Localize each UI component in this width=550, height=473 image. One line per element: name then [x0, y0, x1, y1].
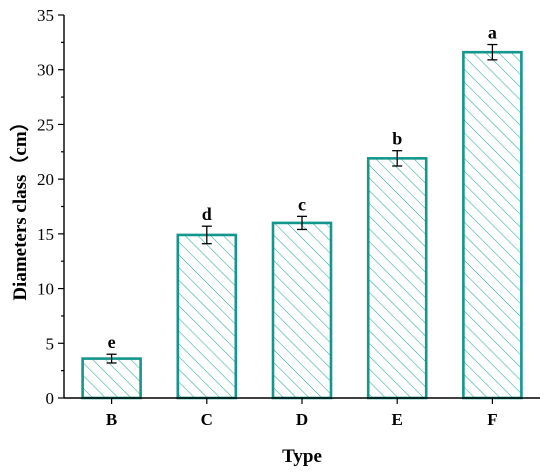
- bar-B: [81, 357, 142, 400]
- significance-letter-F: a: [488, 23, 497, 43]
- y-tick-label: 10: [37, 280, 54, 299]
- significance-letter-C: d: [202, 204, 212, 224]
- x-tick-label: F: [487, 410, 497, 429]
- error-bar-D: [297, 215, 307, 231]
- x-tick-label: C: [201, 410, 213, 429]
- error-bar-F: [487, 43, 498, 61]
- error-bar-C: [201, 225, 212, 245]
- bar-C: [176, 233, 238, 400]
- y-tick-label: 0: [46, 389, 55, 408]
- error-bar-B: [106, 353, 117, 364]
- bars-layer: e d c b a: [81, 23, 523, 400]
- bar-F: [462, 50, 523, 400]
- y-axis-title: Diameters class（cm）: [8, 112, 31, 300]
- bar-D: [271, 221, 333, 400]
- y-tick-label: 35: [37, 6, 54, 25]
- bar-E: [366, 157, 428, 400]
- ticks-layer: 0 5 10 15 20 25 30 35 B C D E F: [37, 6, 498, 429]
- x-axis-title: Type: [282, 446, 322, 467]
- significance-letter-B: e: [108, 332, 116, 352]
- x-tick-label: D: [296, 410, 308, 429]
- x-tick-label: E: [392, 410, 403, 429]
- error-bar-E: [392, 150, 403, 167]
- y-tick-label: 15: [37, 225, 54, 244]
- significance-letter-D: c: [298, 194, 306, 214]
- significance-letter-E: b: [392, 129, 402, 149]
- y-tick-label: 20: [37, 170, 54, 189]
- x-tick-label: B: [106, 410, 117, 429]
- y-tick-label: 5: [46, 334, 55, 353]
- y-tick-label: 30: [37, 61, 54, 80]
- y-tick-label: 25: [37, 115, 54, 134]
